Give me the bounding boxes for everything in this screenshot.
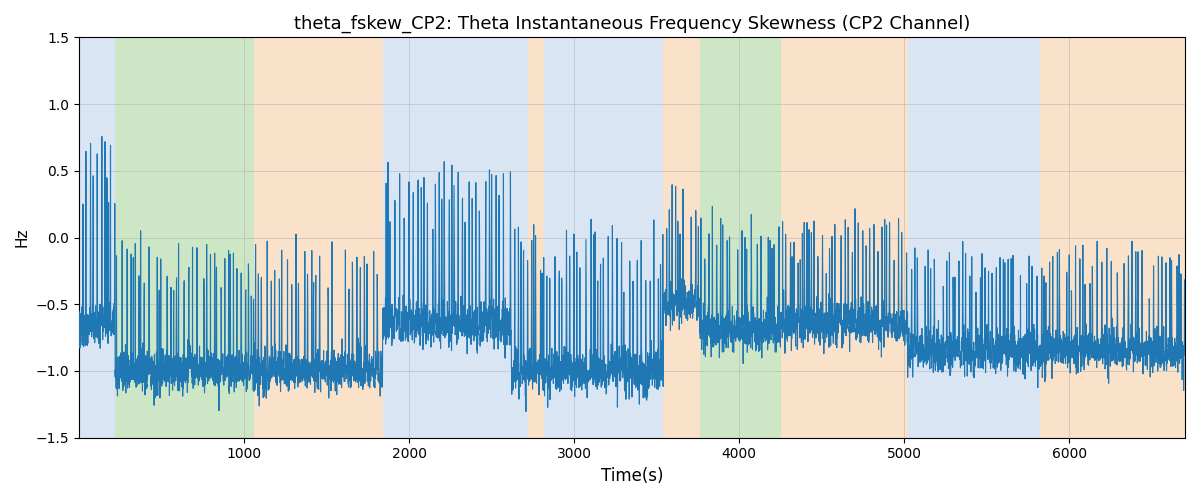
Bar xyxy=(115,38,254,438)
Bar xyxy=(780,38,907,438)
X-axis label: Time(s): Time(s) xyxy=(601,467,664,485)
Bar xyxy=(664,38,700,438)
Bar xyxy=(1039,38,1186,438)
Bar xyxy=(511,38,528,438)
Y-axis label: Hz: Hz xyxy=(14,228,30,248)
Bar xyxy=(254,38,383,438)
Bar xyxy=(907,38,1039,438)
Bar xyxy=(545,38,664,438)
Bar xyxy=(528,38,545,438)
Title: theta_fskew_CP2: Theta Instantaneous Frequency Skewness (CP2 Channel): theta_fskew_CP2: Theta Instantaneous Fre… xyxy=(294,15,970,34)
Bar xyxy=(383,38,511,438)
Bar xyxy=(700,38,780,438)
Bar xyxy=(79,38,115,438)
